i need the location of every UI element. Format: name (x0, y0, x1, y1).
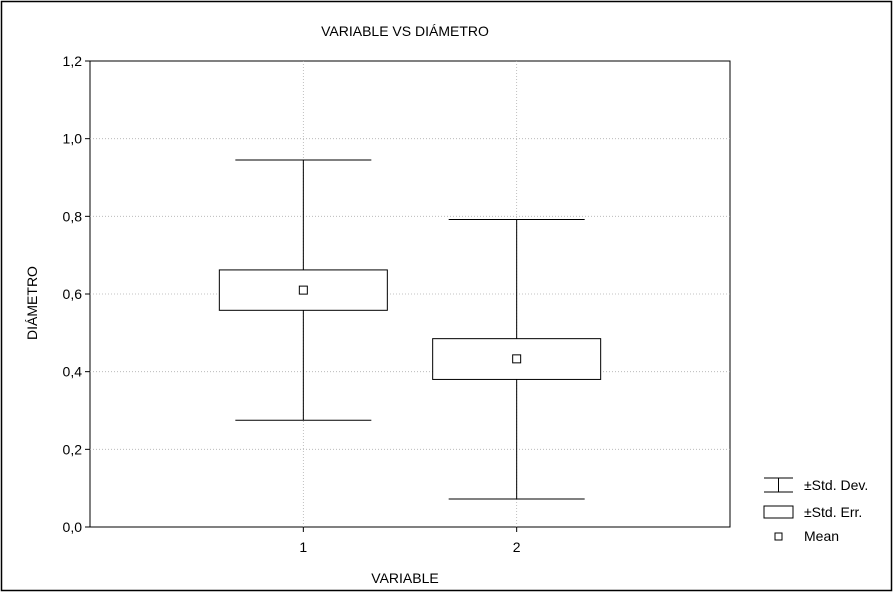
x-tick-label: 1 (299, 539, 307, 555)
mean-marker (298, 285, 308, 295)
y-tick-label: 0,4 (63, 364, 83, 380)
legend-mean-label: Mean (804, 528, 839, 544)
y-tick-label: 1,0 (63, 131, 83, 147)
box-group (218, 159, 388, 421)
legend-stderr-label: ±Std. Err. (804, 504, 862, 520)
y-axis-label: DIÁMETRO (24, 266, 40, 340)
y-tick-label: 0,0 (63, 519, 83, 535)
legend: ±Std. Dev. ±Std. Err. Mean (763, 477, 868, 544)
legend-mean-symbol (774, 532, 783, 541)
y-axis-ticks: 0,0 0,2 0,4 0,6 0,8 1,0 1,2 (63, 53, 90, 535)
mean-marker (512, 354, 522, 364)
y-tick-label: 1,2 (63, 53, 83, 69)
x-axis-label: VARIABLE (371, 570, 438, 586)
y-tick-label: 0,6 (63, 286, 83, 302)
y-tick-label: 0,2 (63, 441, 83, 457)
legend-stderr-symbol (763, 505, 794, 519)
x-tick-label: 2 (513, 539, 521, 555)
box-group (432, 218, 602, 500)
chart-title: VARIABLE VS DIÁMETRO (321, 23, 489, 39)
y-tick-label: 0,8 (63, 208, 83, 224)
grid-lines (90, 61, 730, 527)
boxes (218, 159, 602, 500)
legend-stddev-symbol (764, 477, 793, 493)
legend-stddev-label: ±Std. Dev. (804, 477, 868, 493)
